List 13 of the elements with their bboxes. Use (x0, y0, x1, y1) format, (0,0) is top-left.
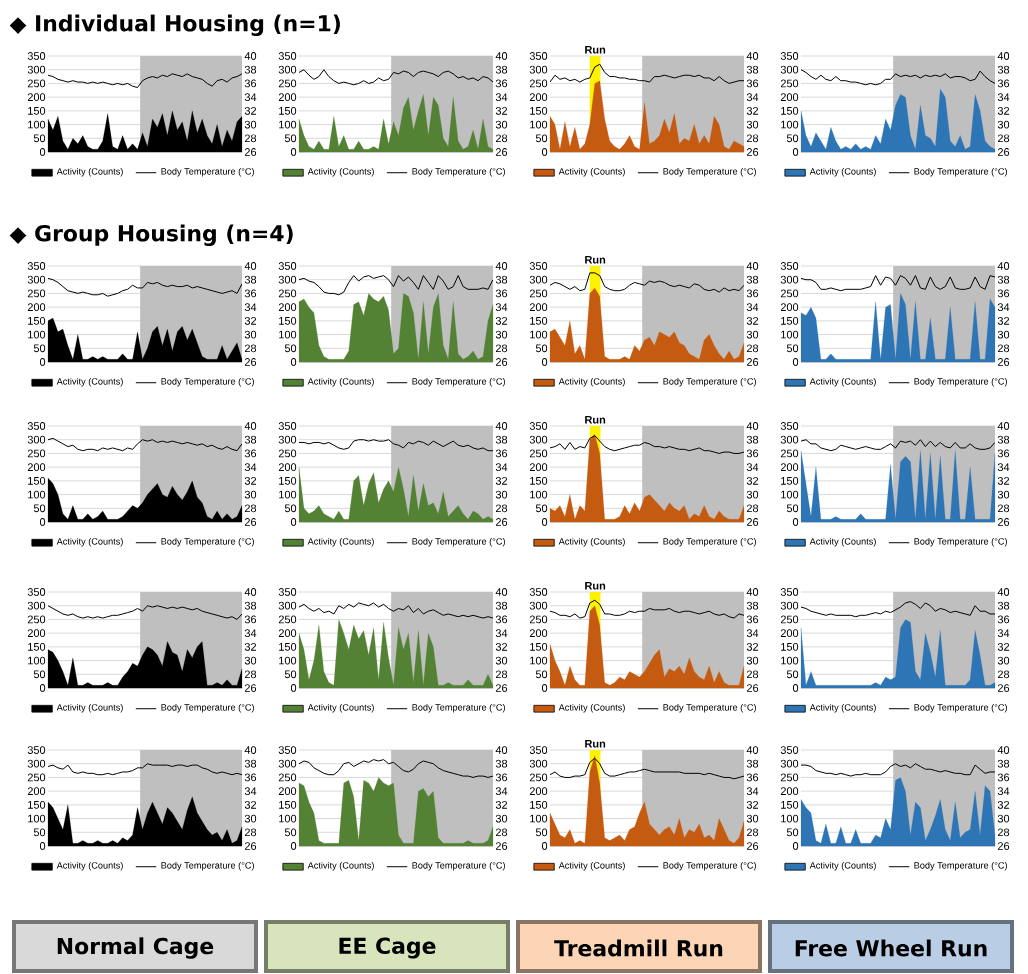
text: Treadmill Run (554, 939, 723, 957)
line-series (48, 73, 242, 89)
chart-title: ◆ Group Housing (n=4) (9, 224, 293, 246)
line-series (48, 605, 242, 620)
text: Normal Cage (57, 937, 214, 959)
chart-title: ◆ Individual Housing (n=1) (9, 14, 340, 36)
line-series (299, 602, 494, 619)
line-series (299, 69, 494, 86)
line-series (801, 69, 996, 86)
text: EE Cage (339, 937, 436, 959)
text: Free Wheel Run (795, 939, 987, 957)
line-series (48, 277, 242, 297)
line-series (550, 63, 745, 84)
